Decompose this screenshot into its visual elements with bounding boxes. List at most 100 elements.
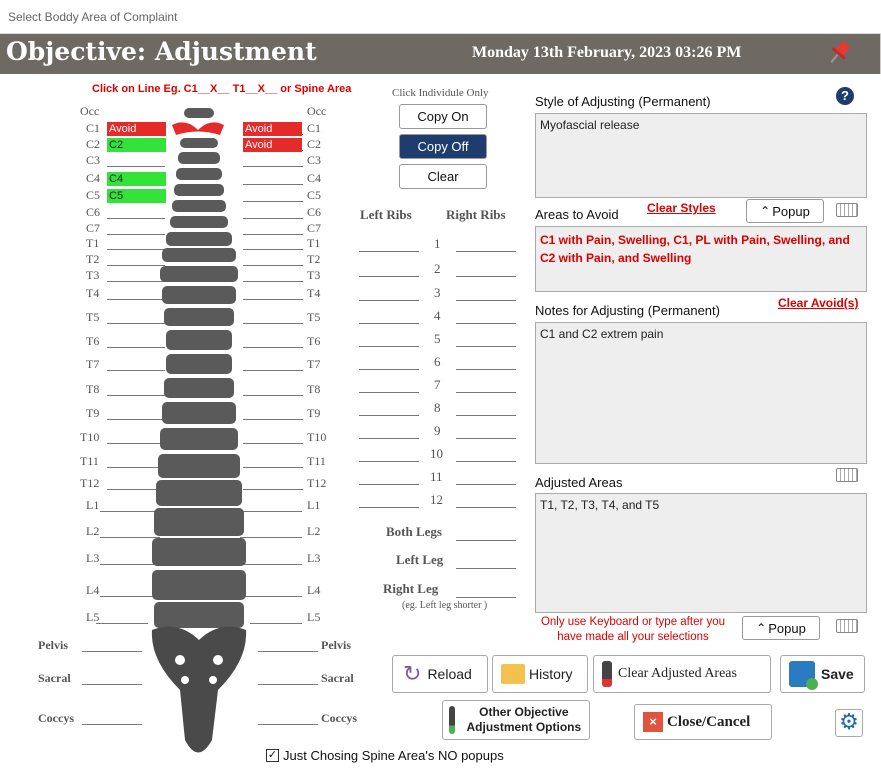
reload-button[interactable]: ↻ Reload [392, 655, 488, 693]
spine-chip-avoid[interactable]: Avoid [243, 138, 302, 152]
vertebra[interactable] [154, 602, 244, 628]
spine-line-right[interactable] [243, 323, 303, 324]
rib-line-left[interactable] [359, 484, 419, 485]
save-button[interactable]: Save [780, 655, 865, 693]
spine-chip-green[interactable]: C2 [107, 138, 166, 152]
notes-textarea[interactable]: C1 and C2 extrem pain [535, 322, 867, 464]
spine-line-left[interactable] [107, 218, 165, 219]
clear-button[interactable]: Clear [399, 164, 487, 189]
spine-line-left[interactable] [107, 467, 165, 468]
adjusted-popup-button[interactable]: ⌃ Popup [742, 616, 820, 640]
vertebra[interactable] [154, 508, 244, 536]
vertebra[interactable] [170, 216, 228, 228]
spine-line-left[interactable] [82, 651, 142, 652]
keyboard-icon[interactable] [836, 468, 858, 482]
right-leg-line[interactable] [456, 597, 516, 598]
spine-line-right[interactable] [258, 684, 318, 685]
keyboard-icon[interactable] [836, 619, 858, 633]
vertebra[interactable] [160, 428, 238, 450]
spine-line-left[interactable] [82, 684, 142, 685]
vertebra[interactable] [152, 570, 246, 600]
clear-adjusted-button[interactable]: Clear Adjusted Areas [593, 655, 771, 693]
vertebra[interactable] [160, 266, 238, 282]
history-button[interactable]: History [492, 655, 588, 693]
vertebra[interactable] [174, 184, 224, 196]
spine-line-left[interactable] [96, 623, 148, 624]
spine-line-left[interactable] [107, 347, 165, 348]
vertebra[interactable] [176, 168, 222, 180]
rib-line-left[interactable] [359, 300, 419, 301]
clear-avoid-link[interactable]: Clear Avoid(s) [778, 296, 859, 310]
pin-icon[interactable] [824, 38, 854, 72]
rib-line-left[interactable] [359, 251, 419, 252]
vertebra[interactable] [162, 286, 236, 304]
spine-line-right[interactable] [240, 596, 302, 597]
no-popups-checkbox-row[interactable]: ✓ Just Chosing Spine Area's NO popups [266, 748, 504, 763]
vertebra[interactable] [158, 454, 240, 478]
rib-line-right[interactable] [456, 484, 516, 485]
spine-line-right[interactable] [243, 443, 303, 444]
spine-line-right[interactable] [243, 201, 303, 202]
vertebra[interactable] [162, 248, 236, 262]
rib-line-left[interactable] [359, 323, 419, 324]
spine-line-right[interactable] [258, 651, 318, 652]
rib-line-right[interactable] [456, 369, 516, 370]
rib-line-right[interactable] [456, 251, 516, 252]
spine-line-right[interactable] [243, 299, 303, 300]
spine-line-left[interactable] [107, 323, 165, 324]
spine-line-left[interactable] [107, 234, 165, 235]
copy-off-button[interactable]: Copy Off [399, 134, 487, 159]
rib-line-right[interactable] [456, 438, 516, 439]
clear-styles-link[interactable]: Clear Styles [647, 201, 716, 215]
spine-line-left[interactable] [100, 564, 160, 565]
rib-line-right[interactable] [456, 392, 516, 393]
vertebra[interactable] [164, 378, 234, 398]
spine-chip-green[interactable]: C5 [107, 189, 166, 203]
vertebra[interactable] [156, 480, 242, 506]
spine-line-left[interactable] [107, 395, 165, 396]
vertebra[interactable] [172, 200, 226, 212]
rib-line-left[interactable] [359, 507, 419, 508]
spine-line-left[interactable] [107, 443, 165, 444]
spine-line-right[interactable] [240, 511, 302, 512]
vertebra[interactable] [180, 138, 218, 148]
keyboard-icon[interactable] [836, 203, 858, 217]
vertebra[interactable] [178, 152, 220, 164]
spine-line-left[interactable] [100, 596, 160, 597]
spine-line-left[interactable] [107, 370, 165, 371]
close-cancel-button[interactable]: × Close/Cancel [634, 704, 772, 740]
rib-line-left[interactable] [359, 392, 419, 393]
spine-line-left[interactable] [107, 489, 165, 490]
spine-chip-avoid[interactable]: Avoid [243, 122, 302, 136]
rib-line-left[interactable] [359, 438, 419, 439]
spine-chip-green[interactable]: C4 [107, 172, 166, 186]
style-textarea[interactable]: Myofascial release [535, 113, 867, 198]
spine-line-left[interactable] [82, 724, 142, 725]
spine-line-right[interactable] [243, 234, 303, 235]
adjusted-textarea[interactable]: T1, T2, T3, T4, and T5 [535, 493, 867, 613]
vertebra[interactable] [166, 354, 232, 374]
gear-icon[interactable]: ⚙ [835, 709, 863, 737]
spine-line-right[interactable] [243, 370, 303, 371]
other-objective-button[interactable]: Other Objective Adjustment Options [442, 700, 590, 740]
spine-line-right[interactable] [243, 281, 303, 282]
rib-line-right[interactable] [456, 507, 516, 508]
spine-line-right[interactable] [243, 419, 303, 420]
spine-line-right[interactable] [243, 166, 303, 167]
spine-line-right[interactable] [243, 249, 303, 250]
spine-line-right[interactable] [243, 347, 303, 348]
spine-line-left[interactable] [107, 166, 165, 167]
spine-line-left[interactable] [100, 537, 160, 538]
spine-line-right[interactable] [243, 395, 303, 396]
rib-line-right[interactable] [456, 323, 516, 324]
avoid-textarea[interactable]: C1 with Pain, Swelling, C1, PL with Pain… [535, 226, 867, 292]
spine-line-left[interactable] [107, 265, 165, 266]
rib-line-left[interactable] [359, 276, 419, 277]
vertebra[interactable] [166, 330, 232, 350]
spine-line-right[interactable] [243, 184, 303, 185]
spine-line-left[interactable] [107, 281, 165, 282]
spine-line-right[interactable] [240, 537, 302, 538]
both-legs-line[interactable] [456, 540, 516, 541]
avoid-popup-button[interactable]: ⌃ Popup [746, 199, 824, 223]
vertebra[interactable] [166, 232, 232, 246]
